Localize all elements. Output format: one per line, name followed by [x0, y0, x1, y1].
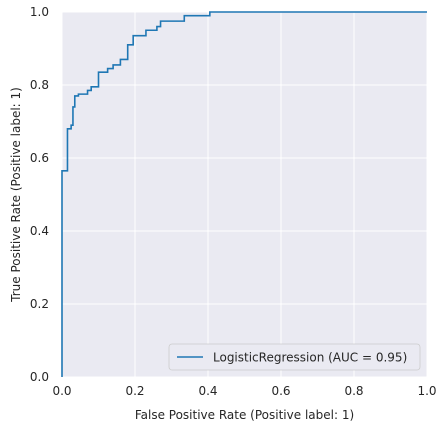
x-tick-labels: 0.0 0.2 0.4 0.6 0.8 1.0 — [52, 384, 436, 398]
plot-area — [62, 12, 427, 377]
legend: LogisticRegression (AUC = 0.95) — [168, 343, 421, 371]
x-tick-label: 0.0 — [52, 384, 71, 398]
y-tick-label: 0.2 — [30, 297, 49, 311]
legend-label: LogisticRegression (AUC = 0.95) — [213, 351, 407, 365]
legend-box — [168, 343, 421, 371]
y-tick-label: 1.0 — [30, 5, 49, 19]
grid-lines — [61, 11, 428, 378]
x-axis-label: False Positive Rate (Positive label: 1) — [135, 408, 354, 422]
y-tick-label: 0.4 — [30, 224, 49, 238]
y-tick-label: 0.6 — [30, 151, 49, 165]
y-tick-label: 0.0 — [30, 370, 49, 384]
x-tick-label: 0.6 — [271, 384, 290, 398]
x-tick-label: 0.2 — [125, 384, 144, 398]
x-tick-label: 0.4 — [198, 384, 217, 398]
roc-curve-line — [61, 11, 427, 377]
x-tick-label: 0.8 — [344, 384, 363, 398]
x-tick-label: 1.0 — [417, 384, 436, 398]
y-axis-label: True Positive Rate (Positive label: 1) — [9, 87, 23, 303]
y-tick-labels: 0.0 0.2 0.4 0.6 0.8 1.0 — [30, 5, 49, 384]
y-tick-label: 0.8 — [30, 78, 49, 92]
